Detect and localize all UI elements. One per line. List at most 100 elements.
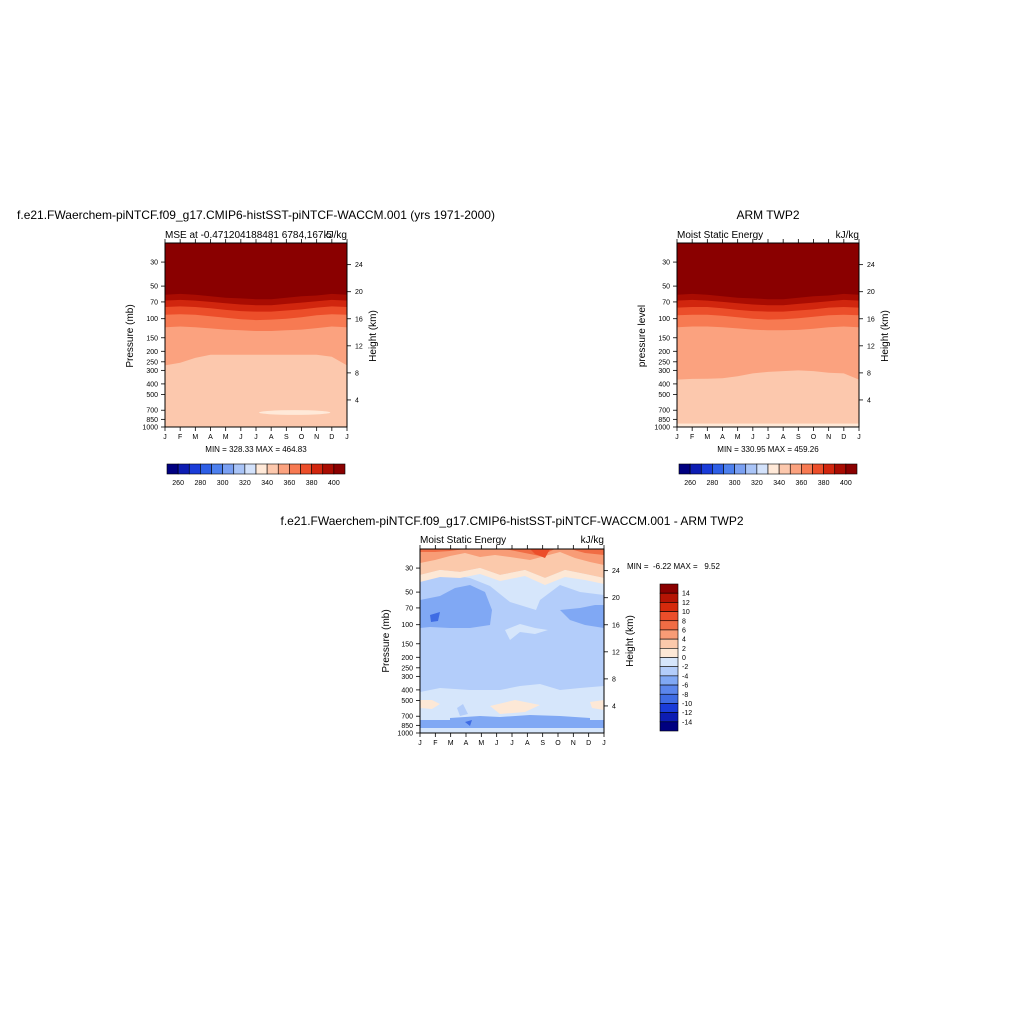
height-tick-label: 12: [867, 343, 875, 350]
panel1-title: f.e21.FWaerchem-piNTCF.f09_g17.CMIP6-his…: [17, 208, 495, 222]
colorbar-box: [659, 721, 679, 732]
colorbar-box: [322, 463, 335, 475]
colorbar-label: 12: [682, 600, 690, 607]
x-tick-label: S: [540, 740, 545, 747]
diff-region-top-red: [420, 549, 604, 556]
panel1-ylabel-right: Height (km): [368, 310, 379, 362]
colorbar-label: 280: [707, 480, 719, 487]
panel1-colorbar: 260 280 300 320 340 360 380 400: [166, 463, 346, 487]
colorbar-label: 320: [751, 480, 763, 487]
x-tick-label: F: [178, 434, 182, 441]
colorbar-box: [333, 463, 346, 475]
y-tick-label: 500: [658, 392, 670, 399]
x-tick-label: J: [857, 434, 861, 441]
y-tick-label: 250: [146, 359, 158, 366]
diff-region-lower-cream-left: [420, 700, 440, 709]
height-tick-label: 16: [867, 316, 875, 323]
y-tick-label: 30: [150, 260, 158, 267]
x-tick-label: O: [555, 740, 561, 747]
colorbar-label: 340: [773, 480, 785, 487]
x-tick-label: J: [239, 434, 243, 441]
colorbar-box: [789, 463, 802, 475]
colorbar-box: [222, 463, 235, 475]
height-tick-label: 12: [612, 649, 620, 656]
x-tick-label: A: [464, 740, 469, 747]
height-tick-label: 4: [612, 703, 616, 710]
colorbar-box: [188, 463, 201, 475]
y-tick-label: 150: [658, 335, 670, 342]
y-tick-label: 1000: [654, 425, 670, 432]
colorbar-label: 360: [284, 480, 296, 487]
height-tick-label: 8: [867, 370, 871, 377]
y-tick-label: 200: [146, 349, 158, 356]
contour-band: [677, 423, 859, 427]
y-tick-label: 70: [405, 605, 413, 612]
panel1-axes: J F M A M J J A S O N D J 30 50 70 100 150 200 250 300 400 500…: [142, 239, 363, 441]
x-tick-label: D: [586, 740, 591, 747]
y-tick-label: 1000: [397, 731, 413, 738]
panel2-axes: J F M A M J J A S O N D J 30 50 70 100 150 200 250 300 400 500…: [654, 239, 875, 441]
y-tick-label: 700: [401, 714, 413, 721]
x-tick-label: J: [495, 740, 499, 747]
panel2-ylabel: pressure level: [637, 305, 648, 367]
y-tick-label: 50: [662, 284, 670, 291]
colorbar-label: 400: [328, 480, 340, 487]
x-tick-label: S: [284, 434, 289, 441]
x-tick-label: J: [766, 434, 770, 441]
x-tick-label: J: [418, 740, 422, 747]
y-tick-label: 700: [658, 408, 670, 415]
height-tick-label: 24: [612, 568, 620, 575]
height-tick-label: 16: [355, 316, 363, 323]
colorbar-box: [659, 611, 679, 622]
colorbar-label: 320: [239, 480, 251, 487]
x-tick-label: M: [478, 740, 484, 747]
x-tick-label: N: [314, 434, 319, 441]
y-tick-label: 30: [662, 260, 670, 267]
x-tick-label: A: [208, 434, 213, 441]
panel1-contour-fill: [165, 243, 347, 427]
height-tick-label: 20: [867, 289, 875, 296]
colorbar-box: [211, 463, 223, 475]
y-tick-label: 150: [146, 335, 158, 342]
panel3-ylabel: Pressure (mb): [381, 609, 392, 672]
colorbar-box: [244, 463, 257, 475]
colorbar-box: [659, 657, 679, 667]
colorbar-label: 280: [195, 480, 207, 487]
colorbar-label: -14: [682, 719, 692, 726]
diff-region-top-peach: [420, 549, 604, 578]
y-tick-label: 400: [146, 381, 158, 388]
colorbar-box: [723, 463, 735, 475]
panel3-stats: MIN = -6.22 MAX = 9.52: [627, 562, 720, 571]
colorbar-label: 6: [682, 627, 686, 634]
height-tick-label: 24: [867, 262, 875, 269]
y-tick-label: 850: [658, 417, 670, 424]
colorbar-box: [659, 666, 679, 677]
colorbar-box: [659, 602, 679, 612]
colorbar-label: -10: [682, 701, 692, 708]
colorbar-box: [659, 693, 679, 704]
colorbar-box: [756, 463, 769, 475]
x-tick-label: F: [433, 740, 437, 747]
contour-band: [677, 243, 859, 293]
height-tick-label: 4: [867, 397, 871, 404]
colorbar-box: [778, 463, 791, 475]
y-tick-label: 500: [146, 392, 158, 399]
colorbar-label: 10: [682, 609, 690, 616]
y-tick-label: 70: [662, 299, 670, 306]
y-tick-label: 50: [150, 284, 158, 291]
diff-region-mid-dark-spot: [430, 612, 440, 622]
panel3-left-subtitle: Moist Static Energy: [420, 535, 506, 546]
colorbar-box: [801, 463, 813, 475]
x-tick-label: D: [329, 434, 334, 441]
y-tick-label: 400: [658, 381, 670, 388]
panel3-colorbar: 14 12 10 8 6 4 2 0 -2 -4 -6 -8 -10 -12 -14: [659, 583, 692, 732]
diff-region-top-cream: [420, 568, 604, 585]
panel1-stats: MIN = 328.33 MAX = 464.83: [205, 445, 307, 454]
y-tick-label: 30: [405, 566, 413, 573]
y-tick-label: 300: [146, 368, 158, 375]
x-tick-label: J: [751, 434, 755, 441]
colorbar-box: [300, 463, 312, 475]
x-tick-label: O: [299, 434, 305, 441]
y-tick-label: 100: [658, 316, 670, 323]
